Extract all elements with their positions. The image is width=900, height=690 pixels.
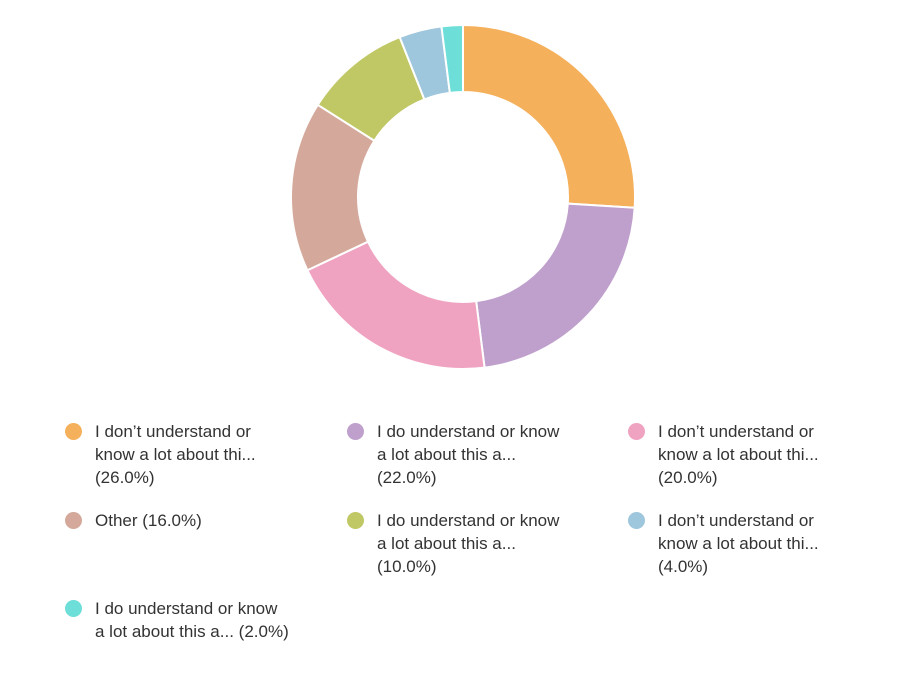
legend-text: I do understand or know a lot about this…: [377, 509, 572, 578]
legend-text: I don’t understand or know a lot about t…: [658, 420, 853, 489]
legend-text: I do understand or know a lot about this…: [95, 597, 290, 643]
legend-text: I do understand or know a lot about this…: [377, 420, 572, 489]
donut-segment: [462, 23, 636, 209]
legend-value: (20.0%): [658, 468, 718, 487]
legend-swatch: [65, 512, 82, 529]
legend-label: I don’t understand or know a lot about t…: [658, 422, 819, 464]
legend-swatch: [347, 512, 364, 529]
legend-label: I do understand or know a lot about this…: [95, 599, 278, 641]
legend-swatch: [628, 512, 645, 529]
legend-text: Other (16.0%): [95, 509, 290, 532]
legend-value: (22.0%): [377, 468, 437, 487]
legend-value: (2.0%): [238, 622, 289, 641]
donut-segment: [475, 202, 636, 369]
legend-swatch: [628, 423, 645, 440]
legend-label: I do understand or know a lot about this…: [377, 511, 560, 553]
legend-text: I don’t understand or know a lot about t…: [95, 420, 290, 489]
legend-value: (10.0%): [377, 557, 437, 576]
legend-swatch: [65, 600, 82, 617]
legend-text: I don’t understand or know a lot about t…: [658, 509, 853, 578]
legend-label: I don’t understand or know a lot about t…: [658, 511, 819, 553]
legend-value: (16.0%): [142, 511, 202, 530]
donut-chart: [290, 23, 636, 370]
legend-label: I do understand or know a lot about this…: [377, 422, 560, 464]
legend-value: (26.0%): [95, 468, 155, 487]
legend-label: I don’t understand or know a lot about t…: [95, 422, 256, 464]
legend-swatch: [65, 423, 82, 440]
legend-label: Other: [95, 511, 138, 530]
donut-segment: [306, 240, 486, 370]
legend-value: (4.0%): [658, 557, 709, 576]
legend-swatch: [347, 423, 364, 440]
donut-segment: [440, 23, 464, 94]
